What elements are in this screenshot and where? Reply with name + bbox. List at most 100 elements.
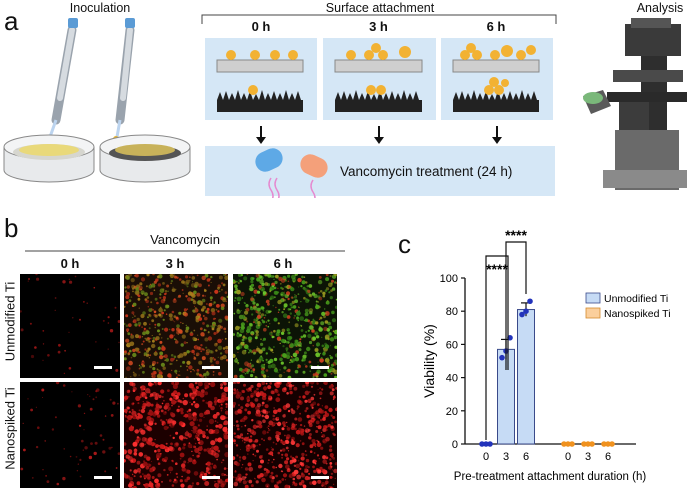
speckle: [212, 374, 215, 376]
speckle: [148, 313, 151, 317]
speckle: [263, 439, 265, 442]
speckle: [256, 329, 258, 331]
speckle: [301, 472, 304, 475]
speckle: [250, 297, 254, 301]
speckle: [20, 467, 24, 471]
treatment-label: Vancomycin treatment (24 h): [340, 164, 513, 179]
speckle: [270, 348, 274, 352]
speckle: [239, 328, 245, 334]
speckle: [179, 479, 183, 483]
speckle: [124, 474, 129, 479]
column-label-0h: 0 h: [60, 256, 80, 271]
speckle: [176, 330, 180, 335]
speckle: [329, 275, 332, 277]
speckle: [75, 456, 78, 458]
speckle: [306, 414, 310, 419]
speckle: [112, 401, 116, 405]
speckle: [186, 365, 188, 368]
speckle: [330, 414, 333, 417]
capsule-icon: [255, 148, 328, 198]
speckle: [296, 311, 301, 316]
speckle: [241, 476, 246, 481]
speckle: [175, 472, 178, 475]
speckle: [278, 463, 283, 469]
speckle: [324, 405, 329, 409]
speckle: [247, 336, 253, 341]
data-point: [483, 441, 489, 447]
speckle: [243, 415, 248, 420]
speckle: [308, 391, 311, 393]
speckle: [257, 392, 261, 396]
speckle: [282, 297, 284, 300]
speckle: [275, 274, 279, 279]
speckle: [295, 339, 299, 344]
speckle: [164, 327, 169, 332]
speckle: [151, 383, 154, 386]
speckle: [256, 445, 258, 447]
speckle: [244, 309, 247, 311]
speckle: [138, 307, 140, 309]
speckle: [226, 404, 228, 408]
speckle: [305, 407, 309, 410]
speckle: [279, 369, 281, 371]
speckle: [157, 329, 160, 333]
speckle: [246, 274, 249, 276]
speckle: [182, 322, 184, 325]
inoculation-illustration: [3, 18, 191, 183]
speckle: [180, 423, 182, 425]
speckle: [310, 396, 315, 401]
speckle: [190, 371, 192, 373]
speckle: [233, 333, 236, 336]
speckle: [223, 473, 226, 476]
speckle: [323, 382, 328, 385]
speckle: [224, 275, 228, 280]
speckle: [138, 351, 140, 353]
speckle: [312, 480, 317, 486]
speckle: [296, 405, 300, 408]
speckle: [210, 299, 213, 302]
speckle: [78, 424, 82, 427]
speckle: [197, 338, 200, 341]
speckle: [147, 306, 149, 308]
speckle: [30, 354, 35, 359]
speckle: [140, 290, 145, 295]
speckle: [236, 309, 241, 314]
speckle: [216, 327, 221, 332]
speckle: [333, 274, 337, 277]
speckle: [194, 382, 198, 385]
speckle: [138, 452, 144, 457]
speckle: [294, 417, 298, 421]
speckle: [316, 454, 320, 457]
speckle: [301, 280, 306, 285]
speckle: [226, 474, 228, 476]
speckle: [262, 366, 264, 368]
speckle: [63, 448, 65, 450]
speckle: [94, 441, 98, 445]
speckle: [190, 446, 192, 448]
speckle: [218, 405, 221, 407]
speckle: [196, 419, 198, 421]
speckle: [264, 404, 269, 409]
speckle: [247, 395, 250, 398]
speckle: [162, 366, 166, 370]
speckle: [302, 384, 306, 388]
speckle: [68, 278, 71, 281]
speckle: [142, 331, 146, 336]
speckle: [236, 481, 238, 483]
speckle: [251, 419, 254, 422]
speckle: [124, 322, 126, 326]
speckle: [262, 339, 264, 342]
speckle: [322, 459, 327, 464]
speckle: [281, 427, 285, 431]
speckle: [239, 280, 243, 283]
speckle: [255, 480, 259, 484]
speckle: [288, 475, 291, 478]
speckle: [194, 415, 197, 418]
speckle: [208, 302, 213, 307]
legend: Unmodified Ti Nanospiked Ti: [585, 292, 671, 320]
speckle: [332, 330, 335, 333]
speckle: [295, 443, 300, 448]
speckle: [183, 436, 187, 440]
speckle: [205, 329, 207, 331]
speckle: [334, 353, 337, 358]
